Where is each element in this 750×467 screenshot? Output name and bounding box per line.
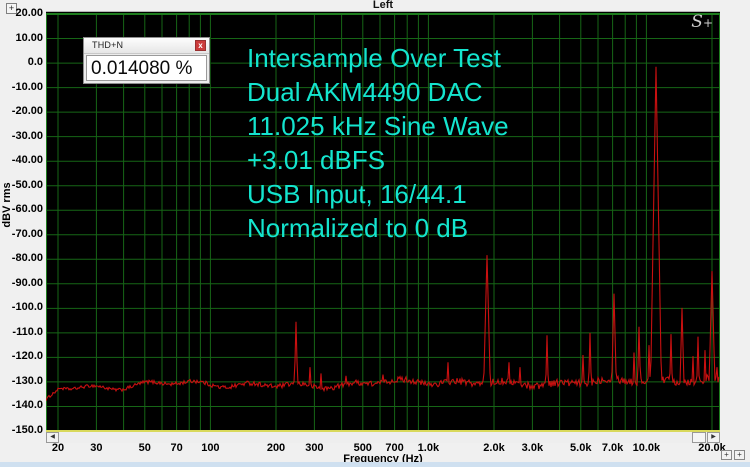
y-tick-label: -30.00 — [11, 129, 43, 142]
x-tick-label: 20.0k — [698, 442, 726, 454]
y-tick-label: -130.0 — [11, 374, 43, 387]
y-tick-label: -20.00 — [11, 105, 43, 118]
logo-plus: + — [702, 16, 713, 30]
x-tick-label: 20 — [51, 442, 65, 454]
zoom-in-button-1[interactable]: + — [721, 450, 732, 460]
x-tick-label: 50 — [138, 442, 151, 454]
spectrum-trace — [46, 66, 720, 401]
x-tick-label: 5.0k — [570, 442, 592, 454]
annotation-line: USB Input, 16/44.1 — [247, 179, 467, 209]
thd-meter-titlebar[interactable]: THD+N x — [84, 38, 209, 54]
x-tick-label: 30 — [90, 442, 103, 454]
y-tick-label: -100.0 — [11, 301, 43, 314]
y-tick-label: -110.0 — [12, 325, 43, 338]
logo-s: S — [691, 12, 703, 32]
y-tick-label: -50.00 — [11, 178, 43, 191]
x-tick-label: 700 — [385, 442, 404, 454]
x-tick-label: 300 — [305, 442, 324, 454]
x-tick-label: 70 — [170, 442, 183, 454]
x-tick-label: 100 — [201, 442, 220, 454]
y-tick-label: -40.00 — [11, 154, 43, 167]
x-tick-label: 7.0k — [601, 442, 624, 454]
horizontal-scrollbar[interactable]: ◀ ▶ — [46, 432, 720, 443]
spectraplus-logo: S+ — [691, 13, 713, 32]
y-tick-label: -140.0 — [11, 399, 43, 412]
annotation-line: Intersample Over Test — [247, 43, 501, 73]
scroll-left-button[interactable]: ◀ — [46, 432, 59, 443]
annotation-line: Dual AKM4490 DAC — [247, 77, 483, 107]
thd-meter-value: 0.014080 % — [86, 55, 207, 81]
x-tick-label: 200 — [266, 442, 286, 454]
thd-meter-title: THD+N — [92, 40, 124, 50]
x-tick-label: 10.0k — [632, 442, 661, 454]
annotation-line: +3.01 dBFS — [247, 145, 386, 175]
y-tick-label: 0.0 — [27, 56, 43, 69]
annotation-block: Intersample Over Test Dual AKM4490 DAC 1… — [247, 41, 509, 245]
x-tick-label: 3.0k — [521, 442, 544, 454]
y-tick-label: -80.00 — [11, 252, 43, 265]
y-tick-label: -10.00 — [11, 80, 43, 93]
annotation-line: Normalized to 0 dB — [247, 213, 469, 243]
expand-button[interactable]: + — [6, 3, 17, 14]
y-tick-label: 20.00 — [15, 7, 43, 19]
close-icon[interactable]: x — [195, 40, 206, 51]
scroll-right-button[interactable]: ▶ — [707, 432, 720, 443]
y-tick-label: -60.00 — [11, 203, 43, 216]
y-tick-label: 10.00 — [15, 31, 43, 44]
y-tick-label: -70.00 — [11, 227, 43, 240]
scrollbar-thumb[interactable] — [692, 432, 706, 443]
y-tick-label: -120.0 — [11, 350, 43, 363]
zoom-in-button-2[interactable]: + — [734, 450, 745, 460]
x-tick-label: 2.0k — [483, 442, 505, 454]
plot-title: Left — [372, 0, 394, 11]
x-tick-label: 500 — [353, 442, 372, 454]
window-bottom-edge — [0, 462, 750, 467]
annotation-line: 11.025 kHz Sine Wave — [247, 111, 509, 141]
y-tick-label: -90.00 — [11, 276, 43, 289]
y-tick-label: -150.0 — [11, 424, 43, 436]
x-tick-label: 1.0k — [417, 442, 440, 454]
thd-meter-window[interactable]: THD+N x 0.014080 % — [83, 37, 210, 84]
